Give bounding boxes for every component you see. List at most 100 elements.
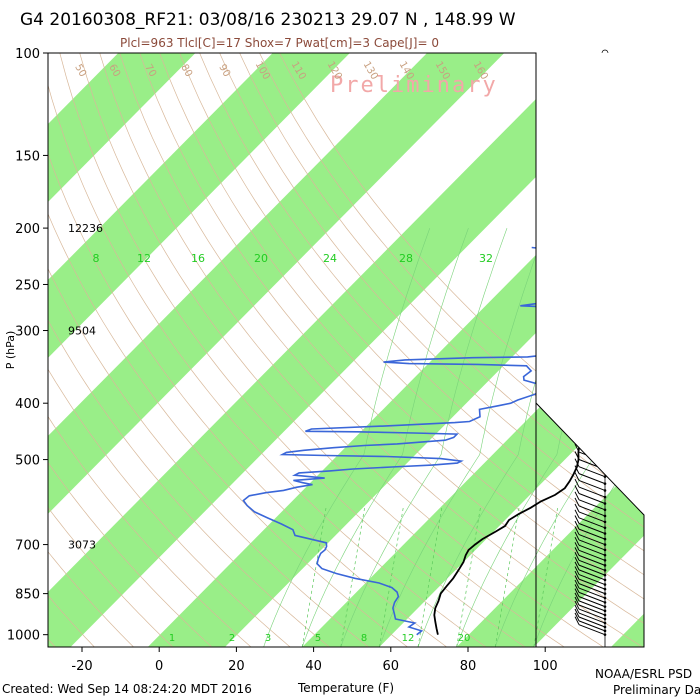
x-tick-label: 60 <box>383 659 400 674</box>
wind-barb <box>578 523 606 534</box>
wind-barb-dot <box>603 625 607 629</box>
wind-barb <box>578 587 606 599</box>
wind-barb-dot <box>603 548 607 552</box>
y-tick-label: 300 <box>15 325 40 340</box>
mixing-ratio-label: 32 <box>479 252 493 265</box>
wind-barb <box>578 559 606 571</box>
wind-barb <box>578 479 606 491</box>
wind-barb-dot <box>603 601 607 604</box>
wind-barb-flag <box>574 491 580 501</box>
wind-barb-dot <box>603 621 607 625</box>
temperature-band <box>610 613 644 647</box>
wind-barb <box>578 612 606 624</box>
y-tick-label: 250 <box>15 278 40 293</box>
wind-barb <box>578 493 606 504</box>
watermark-label: Preliminary <box>330 73 498 98</box>
mixing-ratio-bottom-label: 12 <box>402 633 415 644</box>
y-tick-label: 500 <box>15 454 40 469</box>
y-tick-label: 400 <box>15 397 40 412</box>
wind-barb-dot <box>603 568 607 572</box>
dry-adiabat <box>48 83 487 647</box>
wind-barb <box>578 591 606 603</box>
wind-barb <box>578 517 606 529</box>
y-tick-label: 1000 <box>7 629 40 644</box>
wind-barb-flag <box>574 579 580 589</box>
dry-adiabat <box>48 368 291 647</box>
wind-barb-flag <box>574 458 580 467</box>
wind-barb-dot <box>603 520 607 524</box>
wind-barb-flag <box>574 509 580 519</box>
wind-barb <box>578 616 606 628</box>
wind-barb-dot <box>603 587 607 591</box>
dry-adiabat <box>48 461 213 647</box>
wind-barb-dot <box>603 605 607 608</box>
x-tick-label: 80 <box>460 659 477 674</box>
wind-barb-flag <box>574 515 580 524</box>
credit-status: Preliminary Data <box>613 683 700 697</box>
wind-barb-dot <box>603 564 607 567</box>
wind-barb-flag <box>574 526 580 535</box>
dry-adiabat <box>48 415 252 647</box>
wind-barb-flag <box>574 575 580 584</box>
plot-frame <box>47 52 700 648</box>
wind-barb-dot <box>603 596 607 600</box>
wind-barb-flag <box>574 472 580 481</box>
x-tick-label: 0 <box>155 659 163 674</box>
wind-barb-flag <box>574 536 580 546</box>
wind-barb-dot <box>603 514 607 518</box>
temperature-bands <box>48 53 644 647</box>
dry-adiabat <box>48 319 330 647</box>
wind-barb <box>578 564 606 576</box>
chart-subtitle: Plcl=963 Tlcl[C]=17 Shox=7 Pwat[cm]=3 Ca… <box>120 36 439 50</box>
wind-barb <box>578 620 606 632</box>
wind-barb-dot <box>603 559 607 562</box>
dry-adiabat <box>139 53 644 624</box>
x-axis-label: Temperature (F) <box>297 681 394 695</box>
mixing-ratio-label: 28 <box>399 252 413 265</box>
dry-adiabat <box>48 212 408 647</box>
x-tick-label: 100 <box>533 659 558 674</box>
wind-barb-flag <box>574 542 580 551</box>
y-axis-label: P (hPa) <box>4 331 17 370</box>
wind-barb-flag <box>574 588 580 597</box>
wind-barb <box>578 549 606 561</box>
moist-adiabat <box>263 227 431 647</box>
wind-barb-dot <box>603 583 607 586</box>
temperature-band <box>48 53 644 647</box>
wind-barb <box>578 596 606 608</box>
wind-barb-flag <box>574 604 580 614</box>
wind-barb-dot <box>603 617 607 621</box>
mixing-ratio-bottom-label: 5 <box>315 633 321 644</box>
mixing-ratio-label: 20 <box>254 252 268 265</box>
moist-adiabat <box>340 227 508 647</box>
wind-barb-flag <box>574 584 580 593</box>
wind-barb <box>578 466 606 478</box>
wind-barb-dot <box>603 629 607 633</box>
wind-barb-dot <box>603 613 607 617</box>
wind-barb-dot <box>603 532 607 535</box>
x-tick-label: 20 <box>228 659 245 674</box>
y-tick-label: 200 <box>15 222 40 237</box>
wind-barb-dot <box>603 553 607 557</box>
wind-barb-dot <box>603 578 607 582</box>
wind-barb <box>578 486 606 498</box>
dry-adiabat <box>79 53 565 647</box>
wind-barb-dot <box>603 592 607 595</box>
mixing-ratio-label: 16 <box>191 252 205 265</box>
wind-barb-dot <box>603 609 607 613</box>
wind-barb-dot <box>603 489 607 492</box>
mixing-ratio-label: 12 <box>137 252 151 265</box>
height-label: 9504 <box>68 325 96 338</box>
dry-adiabat <box>48 267 369 647</box>
wind-barb <box>578 608 606 620</box>
height-label: 3073 <box>68 539 96 552</box>
wind-barb-flag <box>574 600 580 610</box>
wind-barb <box>578 528 606 540</box>
mixing-ratio-label: 24 <box>323 252 337 265</box>
created-timestamp: Created: Wed Sep 14 08:24:20 MDT 2016 <box>2 682 252 696</box>
wind-barb-flag <box>574 443 580 453</box>
height-label: 12236 <box>68 222 103 235</box>
temperature-band <box>48 53 505 514</box>
wind-barb <box>578 583 606 595</box>
